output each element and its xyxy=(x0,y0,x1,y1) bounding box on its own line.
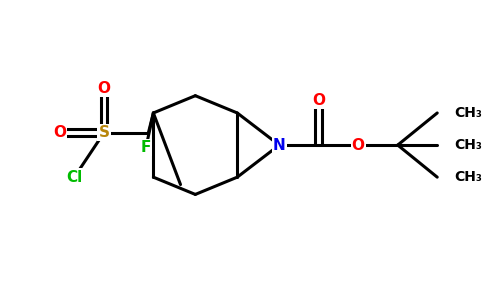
Text: CH₃: CH₃ xyxy=(454,138,483,152)
Text: O: O xyxy=(312,93,325,108)
Text: CH₃: CH₃ xyxy=(454,170,483,184)
Text: N: N xyxy=(273,138,286,153)
Text: O: O xyxy=(352,138,365,153)
Text: S: S xyxy=(98,125,109,140)
Text: Cl: Cl xyxy=(66,170,82,185)
Text: O: O xyxy=(53,125,66,140)
Text: CH₃: CH₃ xyxy=(454,106,483,120)
Text: O: O xyxy=(97,81,110,96)
Text: F: F xyxy=(141,140,151,155)
